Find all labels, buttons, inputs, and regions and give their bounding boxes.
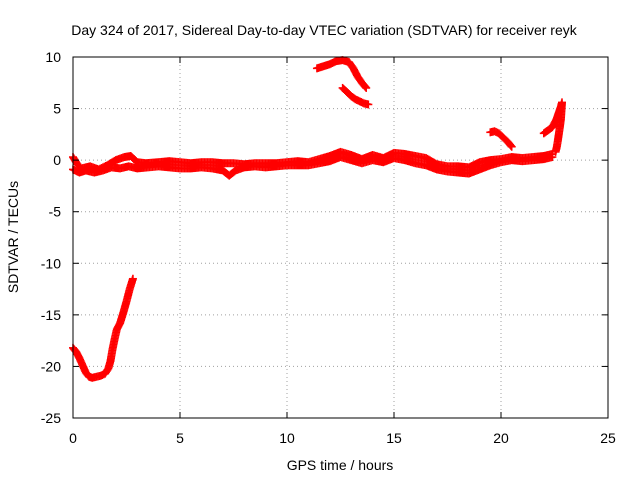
data-point: [362, 83, 371, 92]
x-tick-label: 25: [600, 430, 616, 446]
x-tick-label: 0: [69, 430, 77, 446]
y-tick-label: -20: [41, 358, 61, 374]
y-tick-label: -10: [41, 255, 61, 271]
data-point: [506, 141, 515, 150]
y-tick-label: -15: [41, 307, 61, 323]
data-point: [551, 147, 560, 156]
y-tick-label: 5: [53, 101, 61, 117]
grid: [73, 57, 608, 418]
chart-title: Day 324 of 2017, Sidereal Day-to-day VTE…: [71, 22, 577, 38]
y-tick-label: -25: [41, 410, 61, 426]
data-point: [128, 274, 137, 283]
x-tick-label: 20: [493, 430, 509, 446]
data-point: [364, 100, 373, 109]
plot-frame: [72, 56, 609, 419]
y-tick-label: 10: [45, 49, 61, 65]
x-tick-label: 10: [279, 430, 295, 446]
x-axis-label: GPS time / hours: [287, 457, 394, 473]
x-tick-label: 5: [176, 430, 184, 446]
y-axis-label: SDTVAR / TECUs: [5, 181, 21, 293]
y-tick-label: 0: [53, 152, 61, 168]
axis-ticks: 0 5 10 15 20 25 10 5 0 -5 -10 -15 -20 -25: [41, 49, 616, 446]
data-points: [69, 56, 566, 382]
data-point: [507, 142, 516, 151]
x-tick-label: 15: [386, 430, 402, 446]
data-point: [548, 153, 557, 162]
y-tick-label: -5: [49, 204, 62, 220]
data-point: [361, 82, 370, 91]
